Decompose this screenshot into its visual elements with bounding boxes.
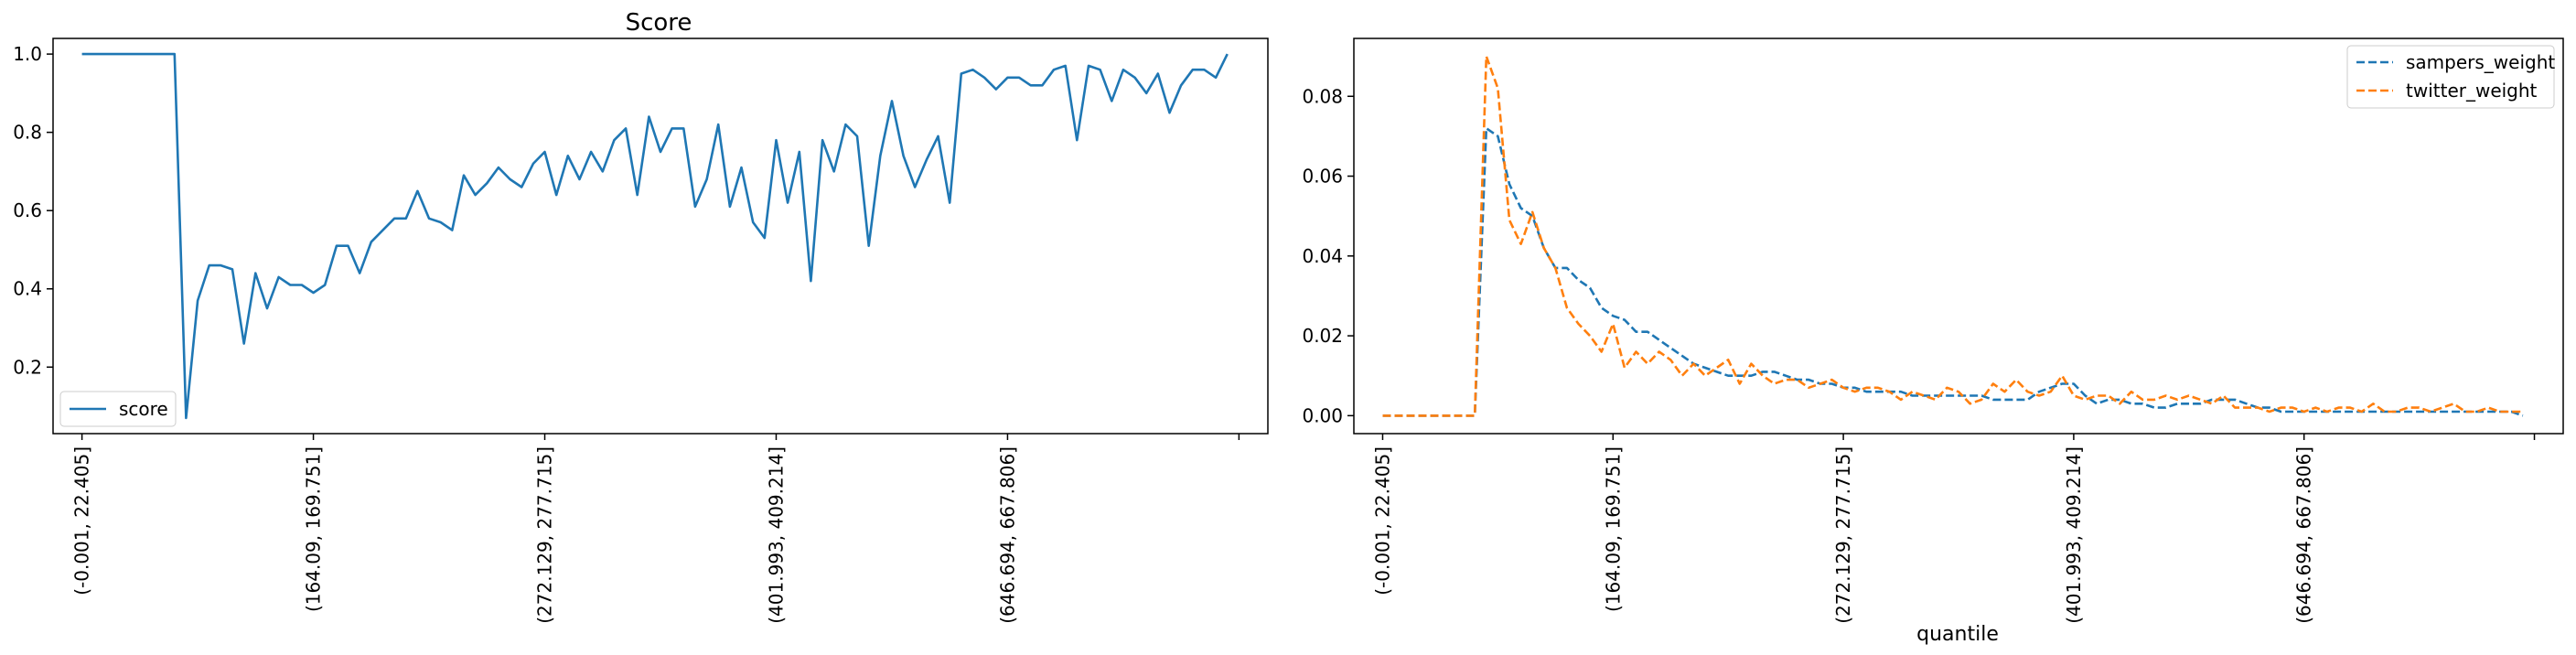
- score-x-tick-label: (646.694, 667.806]: [996, 446, 1018, 624]
- weights-y-tick-label: 0.02: [1302, 325, 1343, 347]
- score-y-tick-label: 0.8: [13, 122, 42, 144]
- weights-x-axis-label: quantile: [1916, 623, 1999, 646]
- score-x-tick-label: (272.129, 277.715]: [534, 446, 556, 624]
- sampers-weight-series-line: [1382, 126, 2524, 417]
- score-y-tick-label: 1.0: [13, 43, 42, 65]
- weights-x-tick-label: (646.694, 667.806]: [2293, 446, 2315, 624]
- score-legend: score: [59, 391, 177, 427]
- weights-y-tick-label: 0.04: [1302, 245, 1343, 267]
- twitter-weight-series-line: [1382, 55, 2523, 417]
- score-y-tick-label: 0.2: [13, 356, 42, 378]
- weights-y-tick-label: 0.06: [1302, 166, 1343, 188]
- score-axes-frame: [52, 38, 1269, 435]
- score-chart: Score 0.2 0.4 0.6 0.8 1.0 (-0.001, 22.405] (16…: [13, 9, 1269, 624]
- score-plot-area: 0.2 0.4 0.6 0.8 1.0 (-0.001, 22.405] (164.09, …: [13, 43, 1240, 624]
- weights-y-tick-label: 0.00: [1302, 404, 1343, 426]
- weights-x-tick-label: (-0.001, 22.405]: [1371, 446, 1393, 596]
- score-y-tick-label: 0.6: [13, 199, 42, 221]
- score-x-tick-label: (-0.001, 22.405]: [71, 446, 93, 596]
- score-legend-label: score: [119, 398, 168, 420]
- weights-legend-box: [2346, 45, 2555, 109]
- score-series-line: [81, 52, 1229, 420]
- score-chart-title: Score: [626, 9, 692, 37]
- weights-plot-area: 0.00 0.02 0.04 0.06 0.08 (-0.001, 22.405] (164…: [1302, 55, 2536, 624]
- weights-axes-frame: [1353, 38, 2564, 435]
- weights-x-tick-label: (401.993, 409.214]: [2063, 446, 2085, 624]
- score-legend-box: [59, 391, 177, 427]
- score-x-tick-label: (164.09, 169.751]: [303, 446, 325, 612]
- weights-y-tick-label: 0.08: [1302, 85, 1343, 107]
- sampers-weight-legend-label: sampers_weight: [2406, 51, 2555, 73]
- twitter-weight-legend-label: twitter_weight: [2406, 80, 2538, 102]
- weights-legend: sampers_weight twitter_weight: [2346, 45, 2555, 109]
- weights-x-tick-label: (272.129, 277.715]: [1832, 446, 1854, 624]
- weights-x-tick-label: (164.09, 169.751]: [1602, 446, 1624, 612]
- score-y-tick-label: 0.4: [13, 278, 42, 300]
- weights-chart: 0.00 0.02 0.04 0.06 0.08 (-0.001, 22.405] (164…: [1302, 38, 2564, 646]
- score-x-tick-label: (401.993, 409.214]: [765, 446, 787, 624]
